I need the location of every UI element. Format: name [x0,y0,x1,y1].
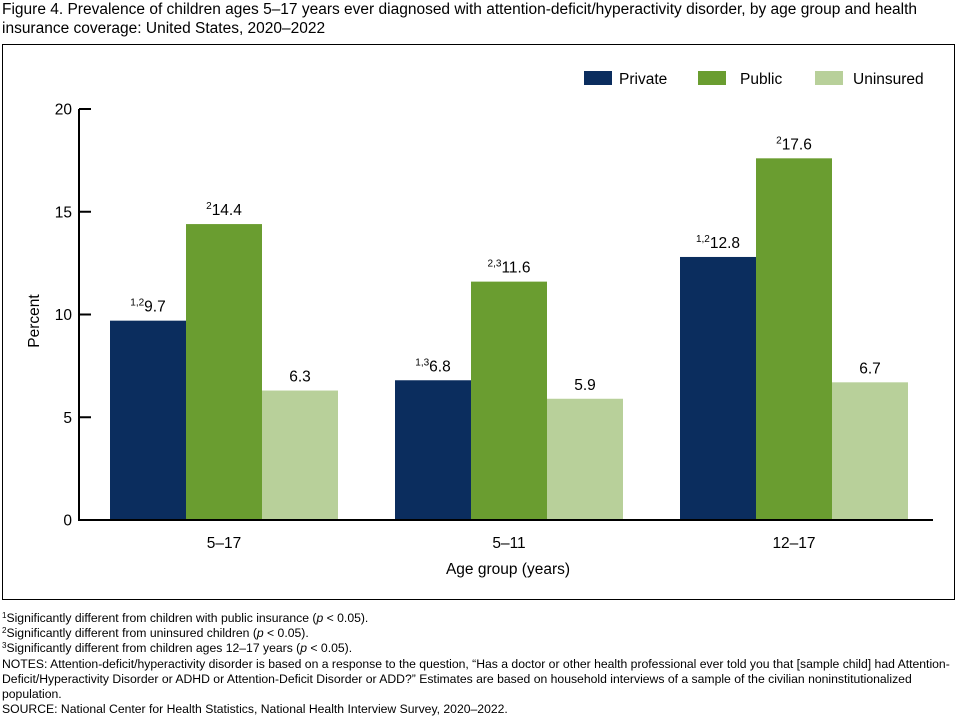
legend-label: Public [740,71,782,88]
y-tick-label: 0 [63,513,72,530]
footnote: 1Significantly different from children w… [2,611,369,625]
y-axis-title: Percent [26,294,43,348]
bar-label-superscript: 1,2 [130,298,144,309]
bar-label-value: 14.4 [212,202,243,219]
bar-private-1 [110,320,186,520]
bar-value-label: 214.4 [206,201,242,219]
y-axis: 0 5 10 15 20 [55,102,91,530]
bar-label-value: 9.7 [144,299,166,316]
footnote-italic: p [316,611,324,625]
footnote-italic: p [300,641,308,656]
bar-value-label: 1,29.7 [130,298,165,316]
bar-value-label: 6.7 [859,360,881,377]
bar-public-2 [471,281,547,520]
legend-label: Uninsured [853,71,924,88]
bar-value-label: 1,212.8 [696,234,740,252]
bar-private-2 [395,380,471,520]
y-tick-label: 15 [55,204,72,221]
legend-swatch [698,71,726,85]
bar-public-3 [756,158,832,520]
bar-label-superscript: 1,2 [696,234,710,245]
footnote-marker: 2 [2,626,7,636]
notes-section: 1Significantly different from children w… [2,611,952,717]
bar-label-value: 6.8 [429,358,451,375]
footnote-marker: 1 [2,611,7,620]
x-axis: 5–17 5–11 12–17 [78,519,933,552]
figure-title: Figure 4. Prevalence of children ages 5–… [2,1,918,37]
bar-label-superscript: 2 [206,201,212,212]
bar-label-value: 11.6 [501,260,530,277]
y-tick-label: 10 [55,307,73,324]
bars [110,158,908,520]
bar-label-superscript: 2,3 [488,259,502,270]
bar-uninsured-3 [832,382,908,520]
x-tick-label: 5–11 [492,535,525,552]
legend-label: Private [619,71,667,88]
legend-swatch [815,71,843,85]
bar-label-superscript: 1,3 [415,357,429,368]
bar-value-label: 5.9 [574,377,596,394]
legend-swatch [584,71,612,85]
bar-uninsured-1 [262,390,338,520]
bar-label-superscript: 2 [776,135,782,146]
y-tick-label: 5 [63,410,72,427]
notes-text: NOTES: Attention-deficit/hyperactivity d… [2,656,950,702]
bar-label-value: 12.8 [710,235,740,252]
legend: Private Public Uninsured [584,71,924,88]
footnote: 2Significantly different from uninsured … [2,626,309,641]
bar-value-label: 6.3 [289,369,311,386]
footnote: 3Significantly different from children a… [2,641,353,656]
footnotes: 1Significantly different from children w… [2,611,952,657]
chart-frame: 0 5 10 15 20 1,29.7 1,36.8 1,212.8 214.4 2,311.6… [2,44,955,600]
footnote-italic: p [256,626,264,641]
y-tick-label: 20 [55,102,73,119]
x-axis-title: Age group (years) [446,561,570,578]
bar-value-label: 1,36.8 [415,357,450,375]
bar-value-label: 217.6 [776,135,812,153]
bar-label-value: 17.6 [782,136,812,153]
bar-public-1 [186,224,262,520]
bar-value-label: 2,311.6 [488,259,531,277]
x-tick-label: 12–17 [772,535,815,552]
bar-uninsured-2 [547,398,623,520]
source-text: SOURCE: National Center for Health Stati… [2,702,508,717]
bar-private-3 [680,256,756,520]
footnote-marker: 3 [2,641,7,651]
x-tick-label: 5–17 [207,535,241,552]
